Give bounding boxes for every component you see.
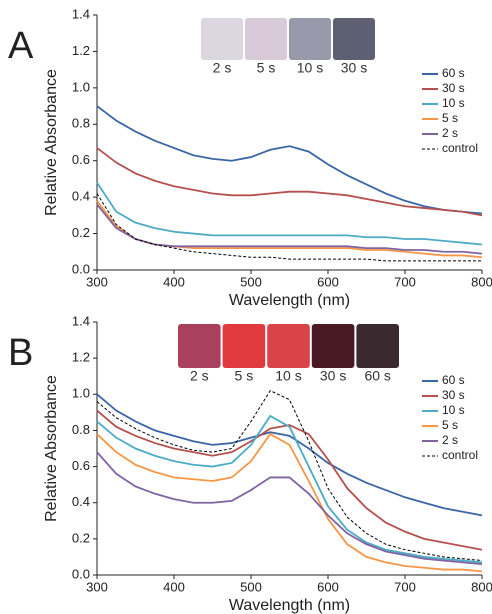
vial-image: [333, 18, 375, 60]
y-tick-label: 0.0: [72, 261, 90, 276]
vial-image: [311, 324, 355, 368]
y-tick-label: 0.0: [72, 566, 90, 581]
y-tick-label: 0.4: [72, 494, 90, 509]
legend-label: 30 s: [442, 81, 465, 95]
vial-label: 10 s: [275, 368, 301, 384]
series-line: [96, 390, 483, 562]
x-tick-label: 800: [471, 274, 492, 289]
y-tick-label: 1.2: [72, 350, 90, 365]
y-tick-label: 1.2: [72, 43, 90, 58]
x-tick-label: 600: [317, 579, 339, 594]
x-tick-label: 600: [317, 274, 339, 289]
legend-label: control: [442, 448, 478, 462]
y-axis-label: Relative Absorbance: [43, 69, 60, 216]
series-line: [96, 105, 483, 215]
series-line: [96, 409, 483, 551]
vial-label: 5 s: [257, 60, 276, 76]
series-line: [96, 193, 482, 262]
x-axis-label: Wavelength (nm): [229, 292, 350, 309]
vial-image: [356, 324, 399, 368]
legend-label: control: [442, 141, 478, 155]
x-tick-label: 500: [240, 579, 262, 594]
y-tick-label: 0.8: [72, 116, 90, 131]
x-axis-label: Wavelength (nm): [229, 597, 350, 614]
vial-label: 10 s: [297, 60, 323, 76]
series-line: [96, 414, 483, 564]
y-tick-label: 0.8: [72, 422, 90, 437]
legend-label: 60 s: [442, 373, 465, 387]
x-tick-label: 300: [86, 579, 108, 594]
y-axis-label: Relative Absorbance: [43, 375, 60, 522]
legend-label: 2 s: [442, 433, 458, 447]
y-tick-label: 0.6: [72, 458, 90, 473]
x-tick-label: 400: [163, 274, 185, 289]
panel-label: A: [8, 25, 34, 67]
y-tick-label: 1.0: [72, 79, 90, 94]
legend-label: 5 s: [442, 111, 458, 125]
vial-image: [245, 18, 287, 60]
y-tick-label: 0.6: [72, 152, 90, 167]
x-tick-label: 300: [86, 274, 108, 289]
y-tick-label: 1.4: [72, 6, 90, 21]
legend-label: 60 s: [442, 66, 465, 80]
vial-label: 60 s: [364, 368, 390, 384]
series-line: [96, 432, 483, 573]
vial-image: [201, 18, 243, 60]
legend-label: 5 s: [442, 418, 458, 432]
series-line: [96, 451, 483, 566]
legend-label: 10 s: [442, 96, 465, 110]
series-line: [96, 182, 483, 246]
series-line: [96, 393, 483, 517]
vial-label: 2 s: [190, 368, 209, 384]
series-line: [96, 203, 483, 255]
y-tick-label: 0.2: [72, 530, 90, 545]
x-tick-label: 400: [163, 579, 185, 594]
legend-label: 2 s: [442, 126, 458, 140]
vial-label: 2 s: [213, 60, 232, 76]
vial-label: 5 s: [235, 368, 254, 384]
y-tick-label: 0.2: [72, 225, 90, 240]
y-tick-label: 1.4: [72, 313, 90, 328]
vial-image: [289, 18, 331, 60]
y-tick-label: 1.0: [72, 386, 90, 401]
vial-label: 30 s: [341, 60, 367, 76]
x-tick-label: 800: [471, 579, 492, 594]
x-tick-label: 700: [394, 274, 416, 289]
legend-label: 10 s: [442, 403, 465, 417]
vial-image: [267, 324, 310, 368]
panel-label: B: [8, 332, 33, 374]
x-tick-label: 500: [240, 274, 262, 289]
legend-label: 30 s: [442, 388, 465, 402]
vial-image: [178, 324, 221, 368]
vial-label: 30 s: [320, 368, 346, 384]
x-tick-label: 700: [394, 579, 416, 594]
y-tick-label: 0.4: [72, 189, 90, 204]
series-line: [96, 147, 483, 217]
vial-image: [222, 324, 266, 368]
